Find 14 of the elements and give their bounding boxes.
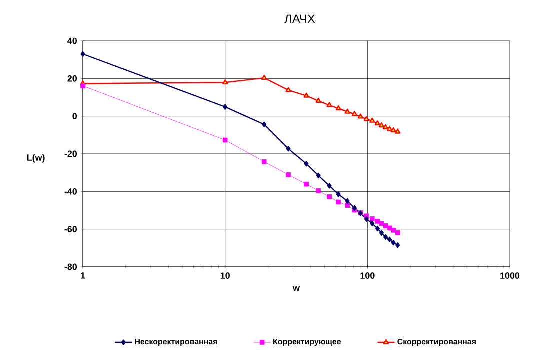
x-tick-label: 1 [81, 272, 86, 279]
y-tick-label: -80 [64, 264, 78, 270]
y-tick-label: -60 [64, 226, 78, 233]
y-tick-label: 0 [72, 113, 78, 120]
x-tick-label: 10 [220, 272, 230, 279]
x-axis-title: w [292, 286, 300, 292]
x-tick-label: 100 [360, 272, 375, 279]
y-tick-label: 20 [68, 75, 77, 82]
chart-title: ЛАЧХ [284, 14, 316, 24]
x-tick-label: 1000 [500, 272, 520, 279]
y-tick-label: -40 [64, 188, 78, 195]
y-tick-label: 40 [68, 38, 77, 44]
y-axis-title: L(w) [27, 154, 45, 163]
y-tick-label: -20 [64, 150, 78, 158]
